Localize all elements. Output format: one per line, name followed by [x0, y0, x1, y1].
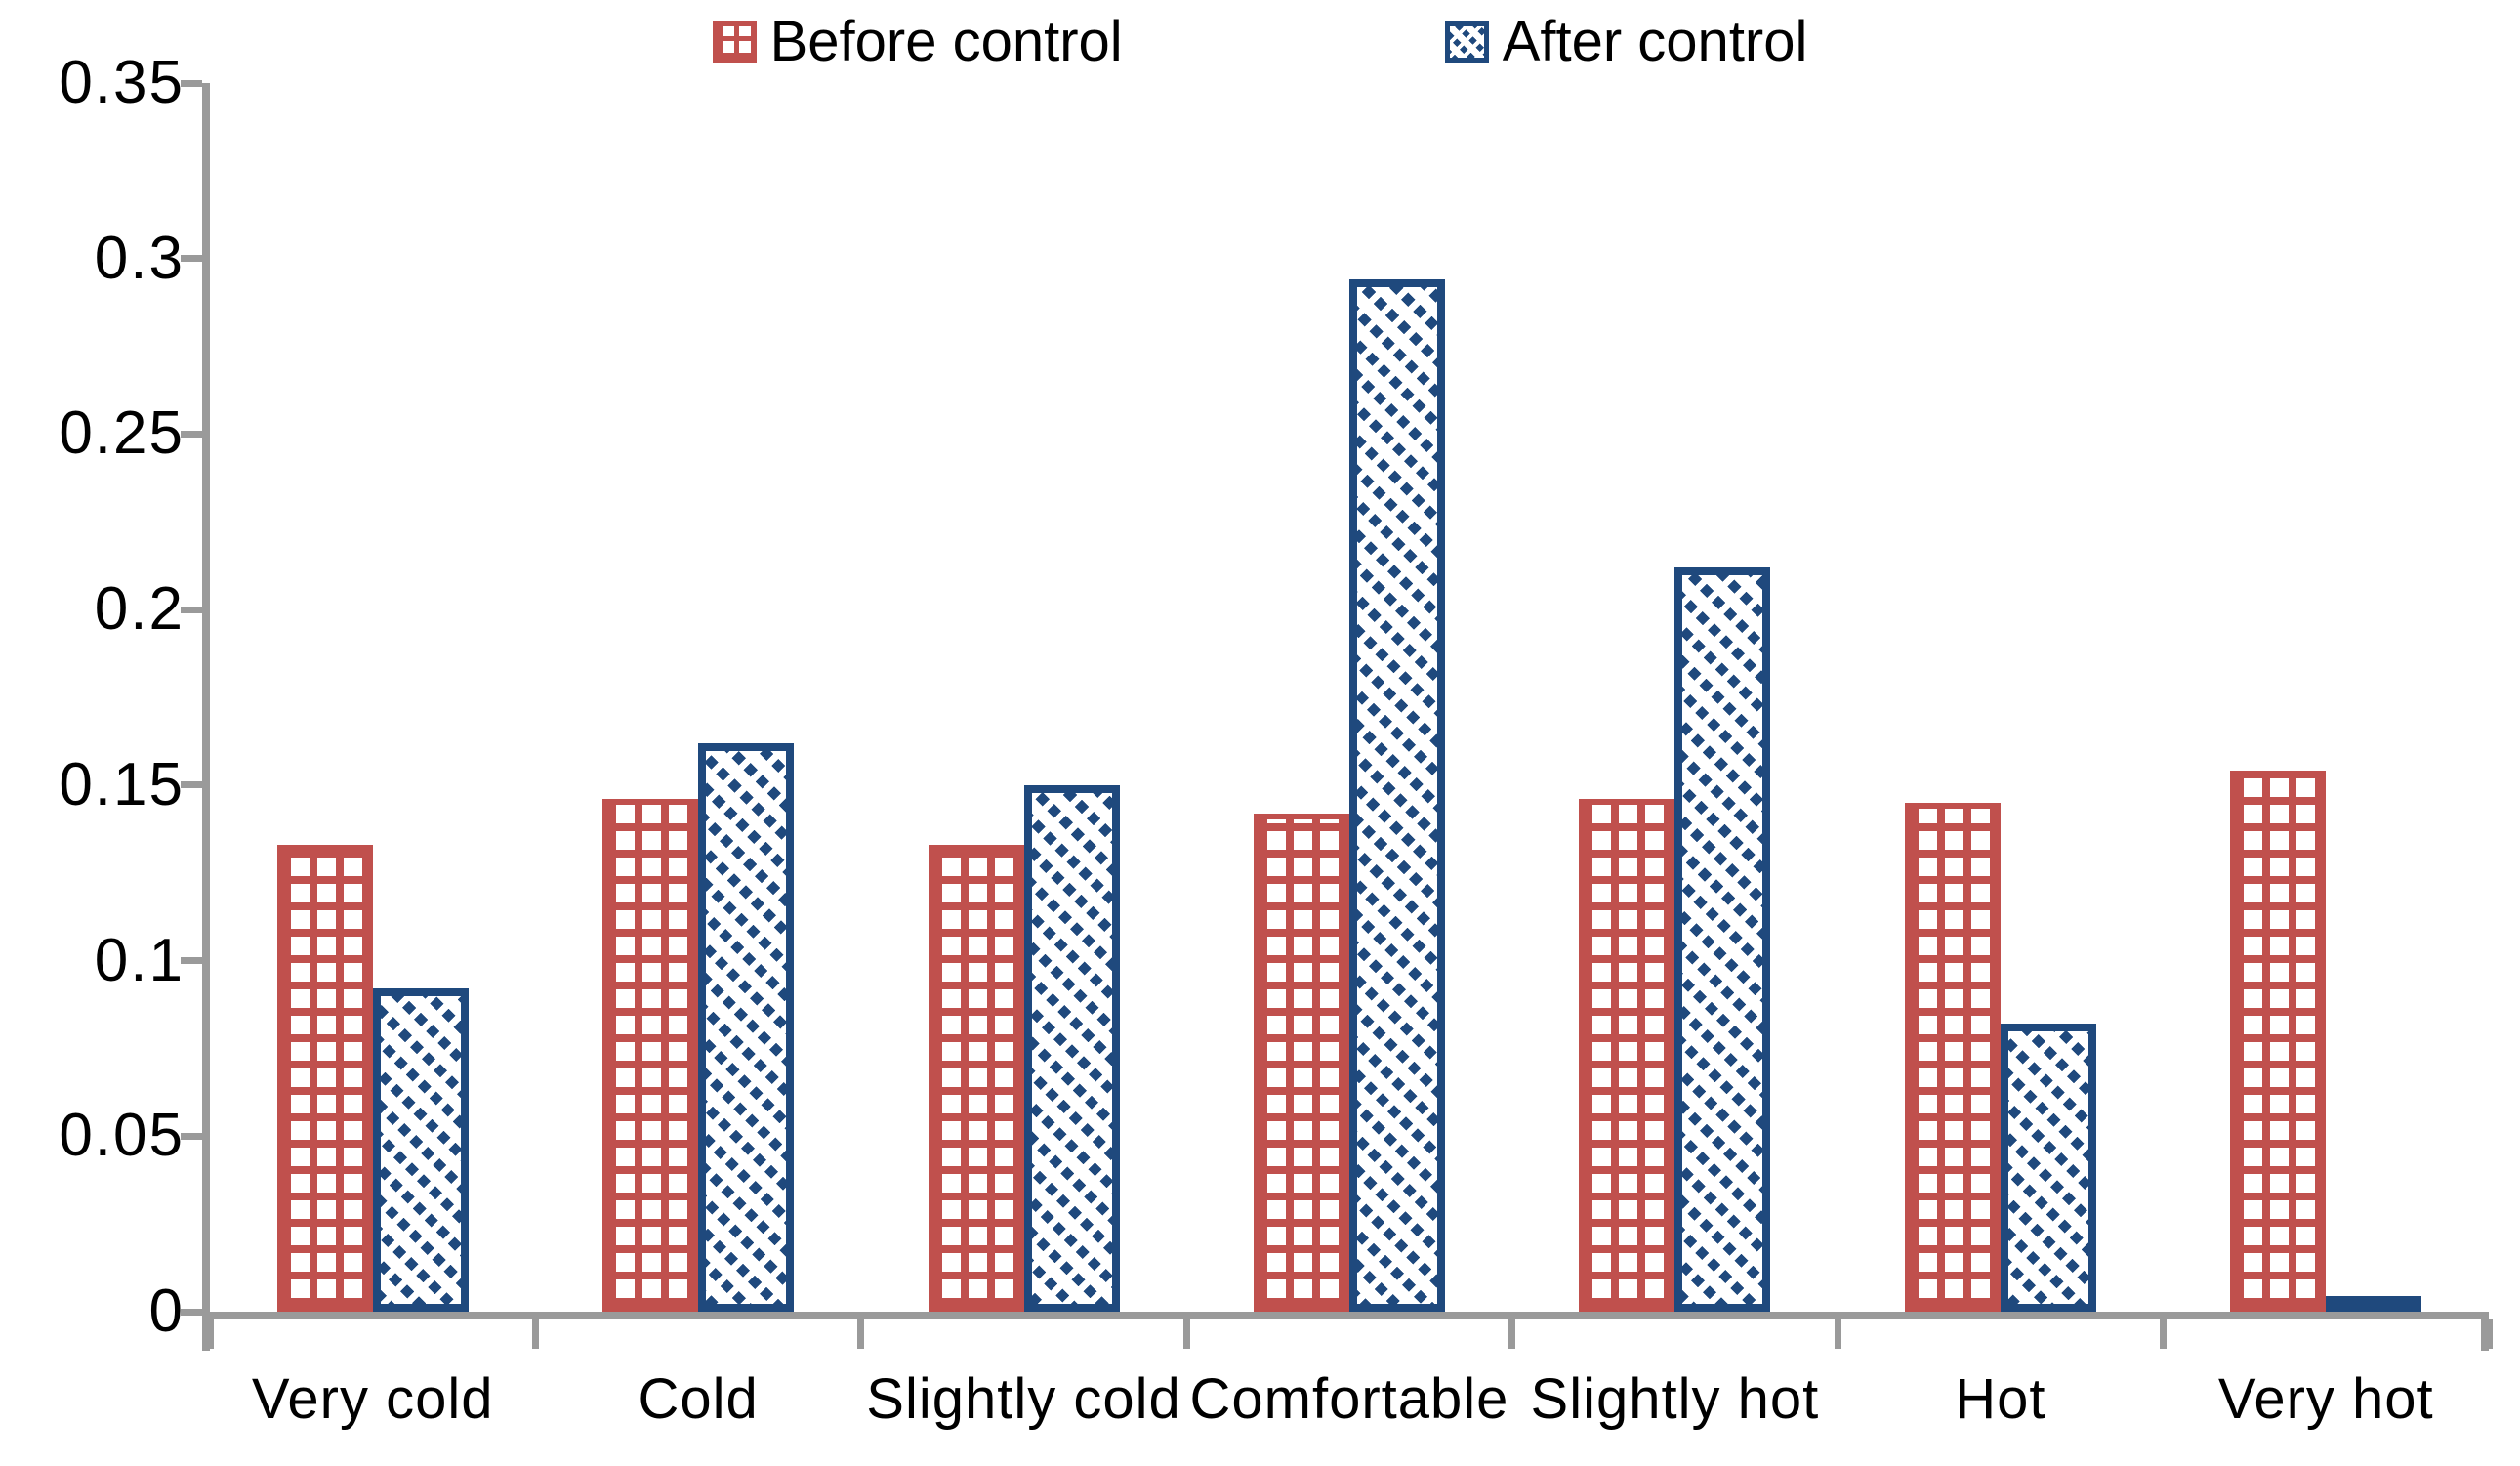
- bar-before-control-hot: [1904, 802, 2001, 1312]
- y-axis-label-0.25: 0.25: [59, 399, 185, 468]
- y-axis-label-0.35: 0.35: [59, 49, 185, 116]
- x-axis-tick: [206, 1319, 214, 1349]
- bar-before-control-slightly-hot: [1579, 799, 1675, 1312]
- y-axis-label-0.3: 0.3: [94, 224, 185, 292]
- y-axis-tick-0.3: [181, 255, 202, 263]
- legend-item-before-control: Before control: [712, 10, 1123, 73]
- y-axis-tick-0.25: [181, 430, 202, 438]
- y-axis-tick-0: [181, 1308, 202, 1316]
- bar-after-control-very-cold: [372, 988, 469, 1312]
- bar-group-very-cold: Very cold: [210, 83, 535, 1431]
- bar-after-control-very-hot: [2326, 1296, 2422, 1312]
- x-axis-label-hot: Hot: [1955, 1367, 2046, 1431]
- x-axis-tick: [1834, 1319, 1841, 1349]
- bar-before-control-very-cold: [276, 844, 373, 1312]
- bar-after-control-slightly-hot: [1674, 567, 1771, 1312]
- legend: Before control After control: [0, 14, 2520, 70]
- bar-before-control-slightly-cold: [928, 844, 1024, 1312]
- y-axis-label-0.2: 0.2: [94, 575, 185, 644]
- x-axis-end-tick: [2481, 1312, 2489, 1351]
- bar-group-slightly-hot: Slightly hot: [1512, 83, 1838, 1431]
- y-axis-label-0.15: 0.15: [59, 750, 185, 818]
- x-axis-label-very-hot: Very hot: [2217, 1367, 2434, 1431]
- x-axis-tick: [857, 1319, 865, 1349]
- legend-item-after-control: After control: [1444, 10, 1808, 73]
- bar-group-cold: Cold: [535, 83, 860, 1431]
- y-axis-label-0.1: 0.1: [94, 926, 185, 994]
- y-axis-tick-0.05: [181, 1132, 202, 1140]
- bar-after-control-cold: [698, 742, 795, 1312]
- x-axis-label-slightly-hot: Slightly hot: [1530, 1367, 1820, 1431]
- bar-before-control-cold: [602, 799, 699, 1312]
- bar-group-slightly-cold: Slightly cold: [861, 83, 1186, 1431]
- legend-label-before-control: Before control: [769, 10, 1123, 73]
- plot-area: 0 0.05 0.1 0.15 0.2 0.25 0.3 0.35 Very cold Cold…: [59, 49, 2493, 1431]
- before-control-grid-swatch-icon: [712, 21, 757, 63]
- bar-before-control-very-hot: [2230, 771, 2327, 1312]
- x-axis-label-slightly-cold: Slightly cold: [866, 1367, 1181, 1431]
- x-axis-label-comfortable: Comfortable: [1189, 1367, 1509, 1431]
- x-axis-tick: [1182, 1319, 1190, 1349]
- y-axis-tick-0.15: [181, 781, 202, 789]
- x-axis-label-very-cold: Very cold: [251, 1367, 494, 1431]
- bar-group-very-hot: Very hot: [2164, 83, 2489, 1431]
- bar-group-comfortable: Comfortable: [1186, 83, 1511, 1431]
- bar-after-control-comfortable: [1348, 279, 1445, 1312]
- x-axis-line: [202, 1312, 2489, 1319]
- legend-label-after-control: After control: [1502, 10, 1808, 73]
- y-axis-line: [202, 83, 210, 1351]
- after-control-diagonal-swatch-icon: [1444, 21, 1489, 63]
- bar-before-control-comfortable: [1253, 813, 1349, 1312]
- x-axis-tick: [2485, 1319, 2493, 1349]
- y-axis-label-0.05: 0.05: [59, 1102, 185, 1170]
- y-axis-tick-0.35: [181, 79, 202, 87]
- bar-after-control-slightly-cold: [1023, 784, 1120, 1312]
- x-axis-tick: [2160, 1319, 2168, 1349]
- y-axis-label-0: 0: [148, 1278, 185, 1345]
- bar-after-control-hot: [2000, 1024, 2096, 1312]
- y-axis-tick-0.2: [181, 606, 202, 613]
- bar-group-hot: Hot: [1838, 83, 2163, 1431]
- x-axis-tick: [531, 1319, 539, 1349]
- x-axis-tick: [1508, 1319, 1516, 1349]
- y-axis-tick-0.1: [181, 957, 202, 965]
- x-axis-label-cold: Cold: [638, 1367, 759, 1431]
